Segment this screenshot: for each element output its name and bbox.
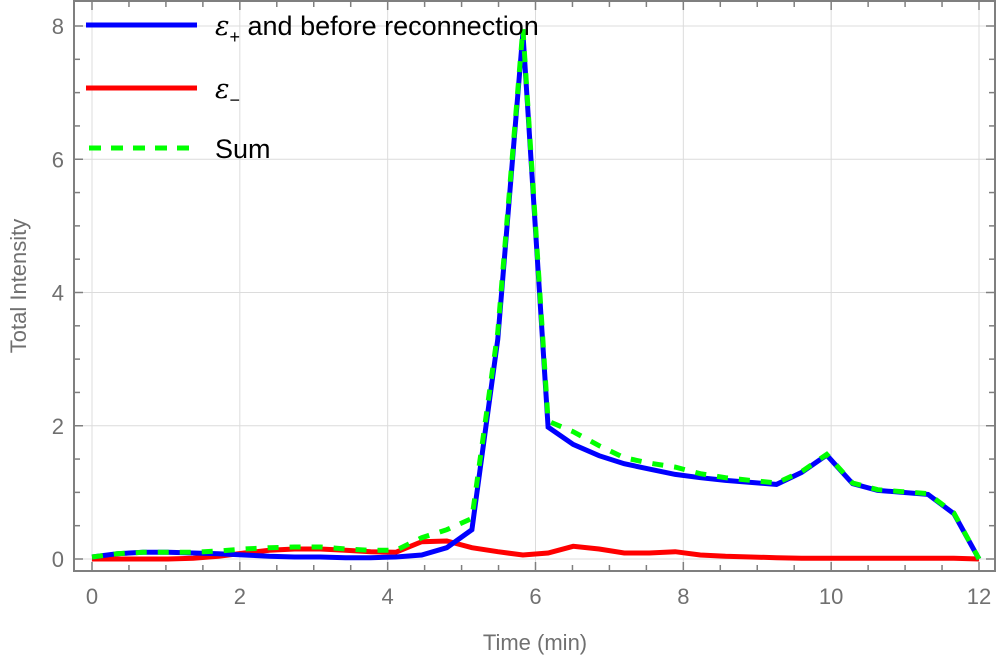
y-tick-label: 0: [52, 547, 64, 572]
y-tick-label: 4: [52, 281, 64, 306]
x-axis-label: Time (min): [483, 630, 587, 655]
x-tick-label: 4: [382, 584, 394, 609]
plot-frame: [73, 0, 996, 572]
y-axis-label: Total Intensity: [6, 219, 31, 354]
series-layer: [91, 28, 982, 562]
legend: ε+ and before reconnection ε− Sum: [86, 11, 539, 164]
y-tick-label: 8: [52, 14, 64, 39]
x-tick-label: 6: [529, 584, 541, 609]
y-tick-label: 2: [52, 414, 64, 439]
x-tick-label: 2: [234, 584, 246, 609]
x-tick-label: 10: [819, 584, 843, 609]
x-tick-label: 8: [677, 584, 689, 609]
legend-label-1: ε−: [215, 74, 240, 110]
grid-lines: [74, 1, 995, 571]
y-tick-label: 6: [52, 147, 64, 172]
axis-ticks: 0 2 4 6 8 10 12 0 2 4 6 8: [52, 1, 995, 609]
x-tick-label: 12: [967, 584, 991, 609]
legend-label-0: ε+ and before reconnection: [215, 11, 539, 47]
x-tick-label: 0: [86, 584, 98, 609]
legend-label-2: Sum: [215, 134, 271, 164]
